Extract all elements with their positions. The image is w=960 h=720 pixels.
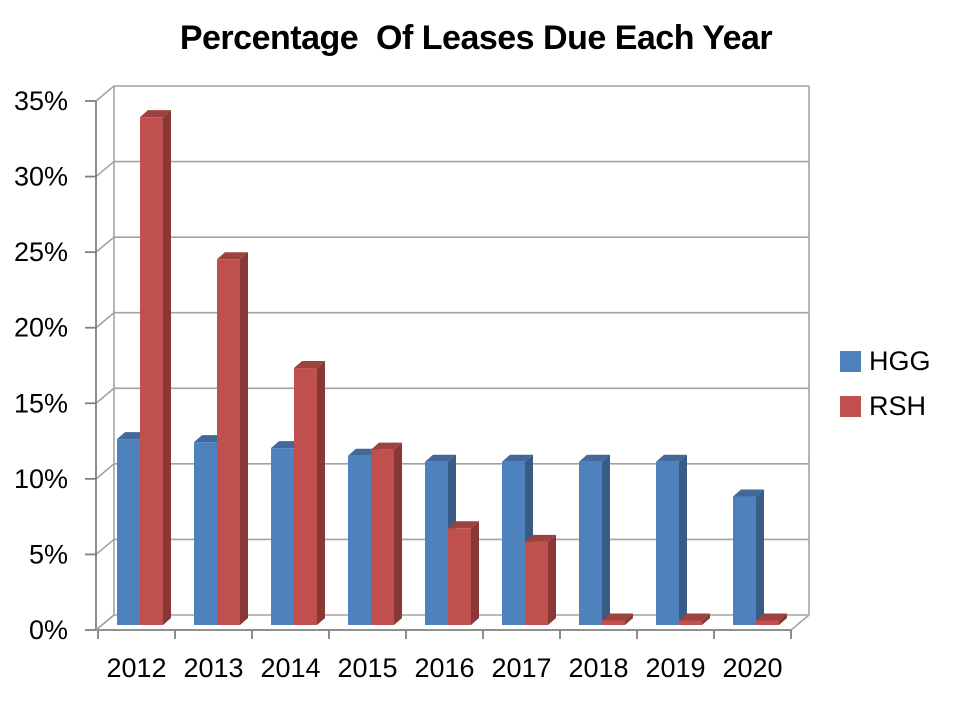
bar-front-face xyxy=(502,461,525,625)
bar-front-face xyxy=(294,368,317,625)
y-axis-label: 20% xyxy=(14,313,68,343)
bar-side-face xyxy=(394,442,402,625)
x-axis-label: 2016 xyxy=(414,653,474,683)
wall-gridline-diagonal xyxy=(95,538,115,556)
bar-side-face xyxy=(317,361,325,625)
legend-item-hgg: HGG xyxy=(840,348,931,375)
bar-front-face xyxy=(525,541,548,625)
bar-top-face xyxy=(733,489,764,497)
bar-front-face xyxy=(194,442,217,625)
bar-front-face xyxy=(348,455,371,625)
bar-side-face xyxy=(548,534,556,625)
bar-front-face xyxy=(448,528,471,625)
bar-top-face xyxy=(525,534,556,542)
bar-side-face xyxy=(779,613,787,625)
legend-item-rsh: RSH xyxy=(840,393,926,420)
bar-top-face xyxy=(579,454,610,462)
bar-front-face xyxy=(579,461,602,625)
wall-gridline-diagonal xyxy=(95,160,115,178)
bar-front-face xyxy=(117,439,140,625)
bar-top-face xyxy=(371,442,402,450)
bar-side-face xyxy=(163,110,171,625)
bar-front-face xyxy=(271,448,294,625)
x-axis-label: 2012 xyxy=(106,653,166,683)
x-axis-label: 2013 xyxy=(183,653,243,683)
bar-side-face xyxy=(240,252,248,625)
y-axis-label: 25% xyxy=(14,237,68,267)
x-axis-label: 2017 xyxy=(491,653,551,683)
bar-top-face xyxy=(602,613,633,621)
y-axis-label: 10% xyxy=(14,464,68,494)
bar-RSH-2019 xyxy=(679,613,710,625)
bar-top-face xyxy=(679,613,710,621)
bar-top-face xyxy=(448,521,479,529)
y-axis-label: 35% xyxy=(14,86,68,116)
bar-RSH-2013 xyxy=(217,252,248,625)
bar-front-face xyxy=(602,620,625,625)
bar-front-face xyxy=(756,620,779,625)
floor-left-edge xyxy=(95,614,115,631)
bar-RSH-2016 xyxy=(448,521,479,625)
bar-front-face xyxy=(733,496,756,625)
bar-top-face xyxy=(425,454,456,462)
legend-swatch-hgg xyxy=(840,351,861,372)
x-axis-label: 2020 xyxy=(722,653,782,683)
bar-RSH-2014 xyxy=(294,361,325,625)
bar-front-face xyxy=(371,449,394,625)
bar-top-face xyxy=(217,252,248,260)
wall-gridline-diagonal xyxy=(95,463,115,480)
bar-side-face xyxy=(679,454,687,625)
bar-HGG-2019 xyxy=(656,454,687,625)
bar-HGG-2018 xyxy=(579,454,610,625)
bar-side-face xyxy=(471,521,479,625)
bar-side-face xyxy=(625,613,633,625)
bar-RSH-2018 xyxy=(602,613,633,625)
bar-RSH-2020 xyxy=(756,613,787,625)
x-axis-label: 2015 xyxy=(337,653,397,683)
x-axis-label: 2019 xyxy=(645,653,705,683)
y-axis-label: 15% xyxy=(14,388,68,418)
wall-gridline-diagonal xyxy=(95,236,115,253)
x-axis-label: 2018 xyxy=(568,653,628,683)
bar-front-face xyxy=(217,259,240,625)
legend-label-rsh: RSH xyxy=(869,391,927,421)
bar-RSH-2012 xyxy=(140,110,171,625)
bar-top-face xyxy=(502,454,533,462)
bar-top-face xyxy=(140,110,171,118)
bar-side-face xyxy=(756,489,764,625)
x-axis-label: 2014 xyxy=(260,653,320,683)
floor-right-edge xyxy=(790,614,810,631)
bar-front-face xyxy=(656,461,679,625)
wall-gridline-diagonal xyxy=(95,312,115,329)
bar-top-face xyxy=(756,613,787,621)
legend-label-hgg: HGG xyxy=(869,346,931,376)
bar-top-face xyxy=(656,454,687,462)
y-axis-label: 0% xyxy=(29,615,68,645)
wall-gridline-diagonal xyxy=(95,85,115,102)
chart-title: Percentage Of Leases Due Each Year xyxy=(179,19,773,57)
y-axis-label: 30% xyxy=(14,162,68,192)
wall-gridline-diagonal xyxy=(95,387,115,404)
bar-side-face xyxy=(602,454,610,625)
bar-front-face xyxy=(679,620,702,625)
bar-HGG-2020 xyxy=(733,489,764,625)
legend-swatch-rsh xyxy=(840,396,861,417)
bar-RSH-2017 xyxy=(525,534,556,625)
bar-top-face xyxy=(294,361,325,369)
y-axis-label: 5% xyxy=(29,539,68,569)
bar-side-face xyxy=(702,613,710,625)
bar-RSH-2015 xyxy=(371,442,402,625)
bar-front-face xyxy=(425,461,448,625)
bar-front-face xyxy=(140,117,163,625)
